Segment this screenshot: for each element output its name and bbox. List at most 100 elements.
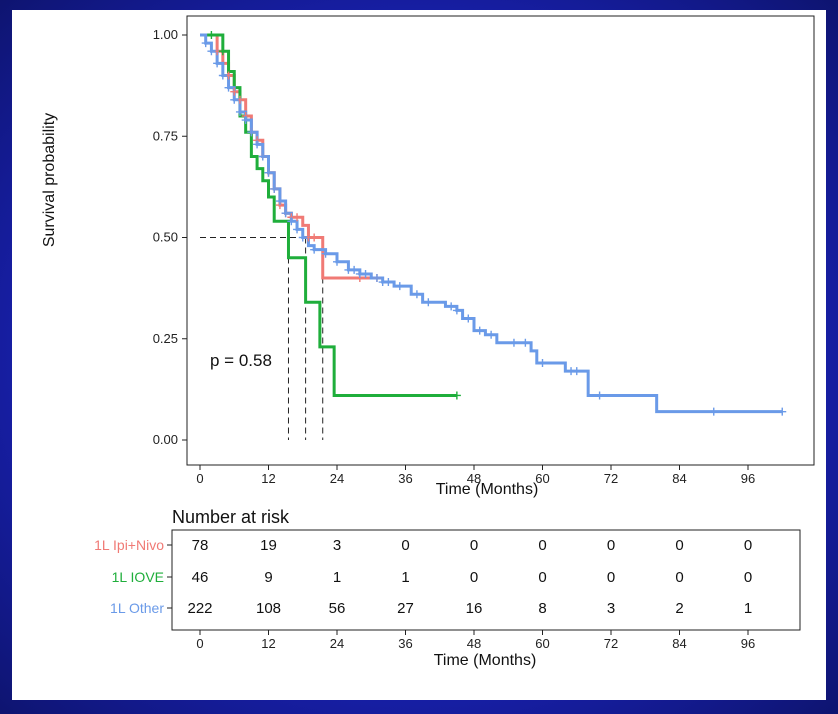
risk-count: 0	[744, 569, 752, 586]
censor-mark	[201, 39, 210, 48]
risk-count: 0	[744, 537, 752, 554]
risk-x-tick-label: 84	[672, 636, 686, 651]
censor-mark	[487, 330, 496, 339]
x-tick-label: 60	[535, 471, 549, 486]
censor-mark	[709, 407, 718, 416]
risk-count: 222	[187, 600, 212, 617]
y-axis: 0.00 0.25 0.50 0.75 1.00	[153, 27, 187, 447]
censor-mark	[521, 338, 530, 347]
x-tick-label: 84	[672, 471, 686, 486]
censor-mark	[218, 47, 227, 56]
censor-marks	[201, 31, 787, 416]
risk-count: 46	[192, 569, 209, 586]
x-axis: 0 12 24 36 48 60 72 84 96	[196, 465, 755, 486]
censor-mark	[264, 168, 273, 177]
censor-mark	[270, 184, 279, 193]
risk-count: 1	[744, 600, 752, 617]
risk-count: 0	[538, 569, 546, 586]
p-value-annotation: p = 0.58	[210, 351, 272, 370]
risk-x-tick-label: 48	[467, 636, 481, 651]
censor-mark	[333, 257, 341, 266]
risk-count: 0	[607, 537, 615, 554]
censor-mark	[372, 274, 381, 282]
censor-mark	[475, 326, 484, 335]
risk-table-x-axis: 0 12 24 36 48 60 72 84 96	[196, 630, 755, 651]
risk-count: 0	[675, 537, 683, 554]
censor-mark	[207, 47, 216, 56]
censor-mark	[321, 249, 330, 258]
censor-mark	[412, 290, 421, 299]
y-tick-label: 0.75	[153, 128, 178, 143]
censor-mark	[395, 282, 404, 291]
censor-mark	[241, 116, 250, 125]
x-tick-label: 72	[604, 471, 618, 486]
figure-panel: 0.00 0.25 0.50 0.75 1.00 0 12 24 36 48 60 72 84 96 p…	[12, 10, 826, 700]
censor-mark	[447, 302, 456, 311]
censor-mark	[235, 107, 244, 116]
risk-count: 0	[470, 537, 478, 554]
censor-mark	[230, 95, 239, 104]
plot-frame	[186, 15, 815, 466]
censor-mark	[595, 391, 604, 400]
x-tick-label: 12	[261, 471, 275, 486]
censor-mark	[452, 391, 461, 400]
x-tick-label: 96	[741, 471, 755, 486]
censor-mark	[287, 217, 296, 226]
censor-mark	[224, 83, 233, 92]
censor-mark	[310, 233, 319, 242]
censor-mark	[572, 367, 581, 376]
censor-mark	[293, 225, 302, 234]
risk-count: 0	[470, 569, 478, 586]
risk-x-tick-label: 60	[535, 636, 549, 651]
censor-mark	[424, 298, 433, 307]
censor-mark	[509, 338, 518, 347]
y-tick-label: 0.25	[153, 331, 178, 346]
km-chart: 0.000.250.500.751.00 0 12 24 36 48 60 72 84 96 p…	[41, 15, 815, 669]
risk-row-label: 1L Other	[110, 600, 164, 616]
risk-count: 2	[675, 600, 683, 617]
censor-mark	[361, 269, 370, 278]
censor-mark	[207, 31, 216, 39]
censor-mark	[281, 209, 290, 218]
risk-row-label: 1L Ipi+Nivo	[94, 537, 164, 553]
censor-mark	[384, 278, 393, 287]
risk-count: 0	[607, 569, 615, 586]
risk-row-label: 1L IOVE	[112, 569, 164, 585]
censor-mark	[258, 152, 267, 161]
censor-mark	[230, 87, 239, 96]
risk-count: 3	[607, 600, 615, 617]
risk-x-tick-label: 0	[196, 636, 203, 651]
risk-table-rows: 1L Ipi+Nivo 78 19 3 0 0 0 0 0 0 1L IOVE 46 9 1 1 0 0 0 0 0 1…	[94, 537, 752, 617]
risk-count: 3	[333, 537, 341, 554]
risk-x-tick-label: 24	[330, 636, 344, 651]
y-axis-title: Survival probability	[41, 113, 58, 247]
censor-mark	[218, 71, 227, 80]
risk-count: 9	[264, 569, 272, 586]
survival-curve-line	[200, 33, 457, 397]
risk-count: 56	[329, 600, 346, 617]
risk-count: 19	[260, 537, 277, 554]
y-tick-label: 0.50	[153, 230, 178, 245]
censor-mark	[350, 265, 359, 274]
risk-x-tick-label: 96	[741, 636, 755, 651]
risk-x-tick-label: 12	[261, 636, 275, 651]
risk-count: 16	[466, 600, 483, 617]
censor-mark	[778, 407, 787, 416]
censor-mark	[253, 140, 262, 149]
risk-count: 8	[538, 600, 546, 617]
x-axis-title: Time (Months)	[436, 481, 539, 498]
x-tick-label: 36	[398, 471, 412, 486]
risk-x-tick-label: 36	[398, 636, 412, 651]
risk-count: 27	[397, 600, 414, 617]
risk-count: 0	[538, 537, 546, 554]
risk-table-frame	[171, 529, 801, 631]
x-tick-label: 48	[467, 471, 481, 486]
x-tick-label: 0	[196, 471, 203, 486]
risk-count: 1	[333, 569, 341, 586]
risk-count: 1	[401, 569, 409, 586]
censor-mark	[538, 359, 547, 368]
censor-mark	[275, 197, 284, 206]
censor-mark	[452, 306, 461, 315]
risk-count: 78	[192, 537, 209, 554]
censor-mark	[213, 59, 222, 68]
